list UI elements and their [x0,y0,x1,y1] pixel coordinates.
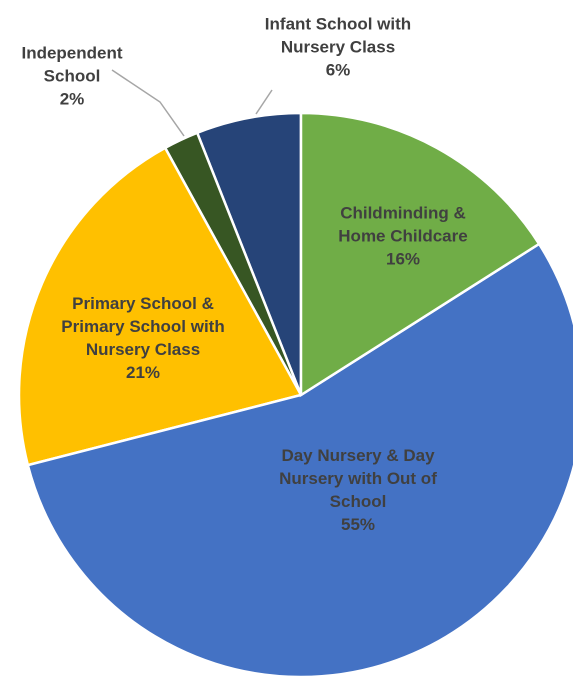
pie-slice [17,146,303,467]
leader-line [111,69,185,137]
slice-label: Infant School with Nursery Class 6% [248,13,428,82]
value-label: 2% [59,89,85,109]
slice-label: Primary School & Primary School with Nur… [43,292,243,384]
category-label: Day Nursery & Day Nursery with Out of Sc… [279,446,437,511]
leader-line [255,89,273,115]
slice-label: Day Nursery & Day Nursery with Out of Sc… [253,444,463,536]
pie-slice [26,242,573,677]
category-label: Childminding & Home Childcare [338,203,468,246]
slice-label: Childminding & Home Childcare 16% [318,202,488,271]
value-label: 21% [125,363,161,382]
category-label: Primary School & Primary School with Nur… [61,294,225,359]
category-label: Independent School [21,43,123,86]
category-label: Infant School with Nursery Class [264,14,412,57]
value-label: 16% [385,249,421,269]
slice-label: Independent School 2% [0,42,147,111]
value-label: 6% [325,60,351,80]
pie-slice [299,111,541,398]
value-label: 55% [340,515,376,534]
